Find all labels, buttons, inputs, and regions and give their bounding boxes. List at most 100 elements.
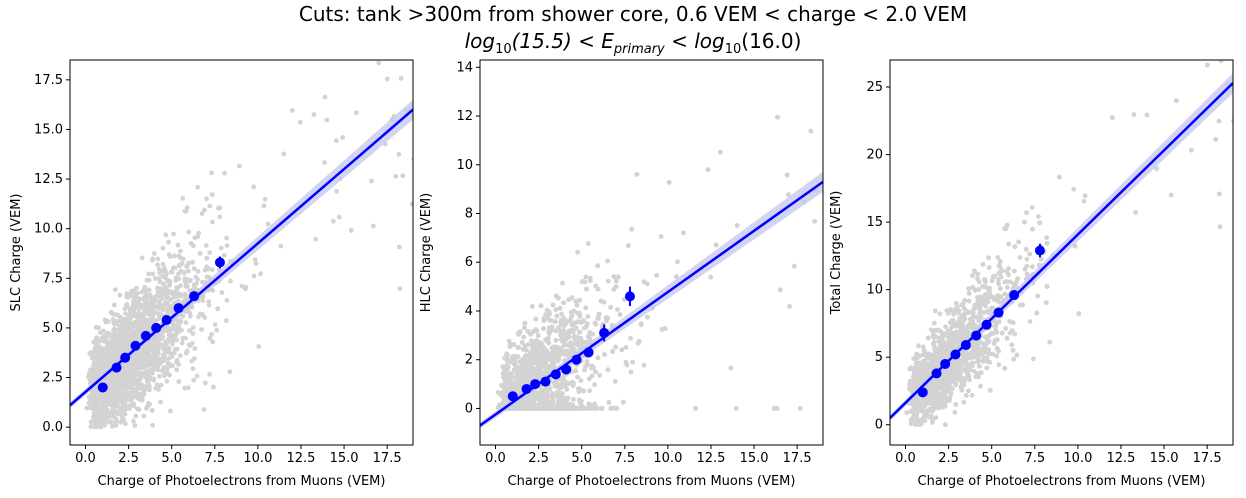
scatter-point (169, 332, 175, 338)
scatter-point (623, 360, 629, 365)
slc-charge-plot: 0.0 2.5 5.0 7.5 10.0 12.5 15.0 17.50.02.55.07.5… (9, 30, 492, 489)
scatter-point (183, 209, 189, 214)
scatter-point (439, 139, 444, 144)
scatter-point (550, 396, 556, 402)
scatter-point (204, 255, 210, 261)
scatter-point (487, 61, 492, 66)
scatter-point (177, 353, 183, 358)
scatter-point (200, 298, 206, 303)
plot-area (480, 57, 909, 429)
scatter-point (115, 388, 120, 394)
scatter-point (441, 45, 446, 50)
scatter-point (169, 290, 175, 296)
scatter-point (442, 129, 447, 134)
scatter-point (119, 384, 125, 390)
scatter-point (110, 390, 115, 395)
scatter-point (504, 363, 509, 368)
scatter-point (98, 392, 103, 398)
scatter-point (421, 44, 426, 49)
scatter-point (641, 362, 647, 368)
scatter-point (150, 304, 156, 309)
scatter-point (904, 57, 909, 62)
scatter-point (137, 377, 143, 383)
scatter-point (162, 275, 168, 280)
scatter-point (787, 304, 792, 309)
scatter-point (128, 398, 134, 404)
scatter-point (159, 296, 165, 301)
scatter-point (253, 261, 259, 266)
scatter-point (536, 364, 542, 370)
scatter-point (593, 321, 599, 327)
x-axis-label: Charge of Photoelectrons from Muons (VEM… (98, 474, 386, 489)
scatter-point (573, 368, 579, 374)
scatter-point (613, 278, 619, 284)
scatter-point (376, 60, 382, 66)
scatter-point (191, 266, 197, 271)
scatter-point (130, 366, 136, 372)
scatter-point (334, 188, 340, 194)
scatter-point (146, 287, 152, 293)
scatter-point (156, 316, 162, 321)
scatter-point (560, 280, 565, 286)
scatter-point (514, 379, 520, 384)
scatter-point (93, 351, 98, 357)
y-tick-label: 2.5 (42, 371, 63, 386)
scatter-point (582, 367, 587, 373)
scatter-point (808, 128, 814, 134)
scatter-point (585, 314, 591, 319)
scatter-point (163, 232, 169, 238)
scatter-point (172, 265, 178, 271)
scatter-point (338, 30, 343, 35)
scatter-point (176, 324, 182, 330)
scatter-point (101, 333, 107, 339)
scatter-point (121, 411, 126, 417)
scatter-point (190, 366, 196, 371)
scatter-point (164, 378, 170, 384)
scatter-point (146, 277, 152, 283)
scatter-point (131, 418, 136, 424)
scatter-point (215, 306, 221, 312)
scatter-point (154, 310, 159, 316)
scatter-point (369, 178, 374, 184)
scatter-point (575, 249, 580, 255)
scatter-point (324, 117, 330, 123)
scatter-point (174, 358, 180, 364)
scatter-point (139, 314, 144, 319)
scatter-point (112, 402, 118, 408)
scatter-point (597, 372, 602, 378)
scatter-point (784, 172, 790, 178)
scatter-point (150, 422, 156, 428)
y-tick-label: 5.0 (42, 321, 63, 336)
scatter-point (126, 330, 132, 336)
scatter-point (88, 367, 93, 372)
scatter-point (162, 265, 168, 271)
scatter-point (370, 223, 376, 229)
scatter-point (91, 400, 97, 406)
scatter-point (630, 359, 636, 365)
scatter-point (227, 369, 233, 375)
scatter-point (94, 420, 99, 426)
scatter-point (136, 298, 141, 304)
scatter-point (186, 268, 191, 274)
scatter-point (188, 313, 193, 319)
scatter-point (571, 380, 576, 386)
scatter-point (571, 308, 577, 314)
scatter-point (201, 407, 207, 412)
scatter-point (160, 352, 166, 358)
scatter-point (531, 397, 537, 403)
scatter-point (331, 218, 336, 224)
scatter-point (503, 369, 508, 374)
scatter-point (368, 38, 373, 43)
scatter-point (585, 241, 591, 246)
scatter-point (155, 256, 161, 262)
scatter-point (129, 321, 135, 326)
scatter-point (176, 276, 182, 282)
scatter-point (850, 67, 855, 72)
scatter-point (207, 203, 213, 209)
y-tick-label: 15.0 (34, 122, 63, 137)
scatter-point (174, 367, 180, 373)
scatter-point (224, 235, 230, 241)
scatter-point (411, 156, 413, 162)
scatter-point (195, 184, 201, 190)
